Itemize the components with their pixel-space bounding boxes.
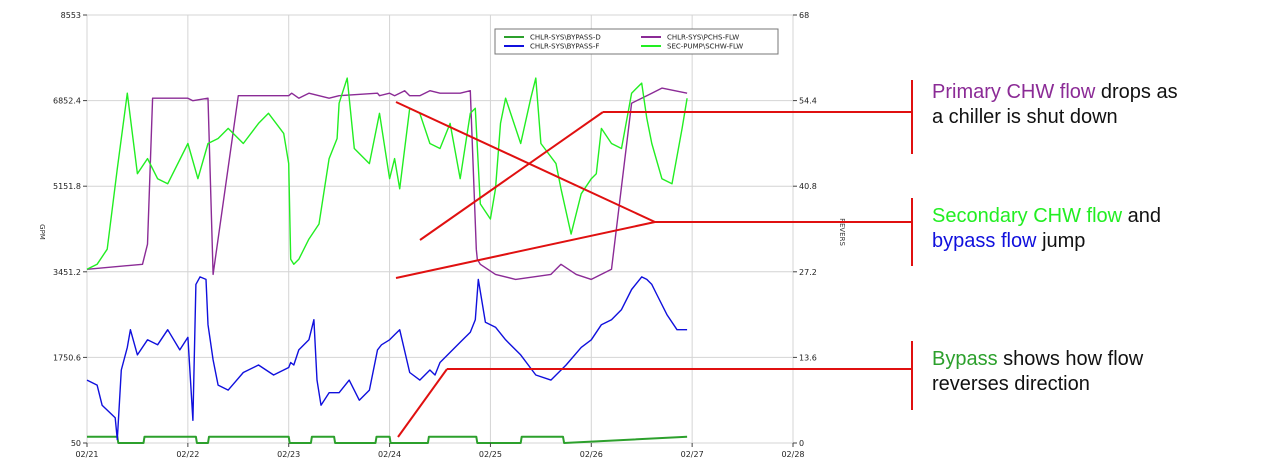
annotation-text: and xyxy=(1122,205,1162,227)
annotation-bypass-reverse: Bypass shows how flow reverses direction xyxy=(932,347,1143,397)
series-line-4 xyxy=(86,77,688,270)
right-tick-label: 27.2 xyxy=(799,268,817,277)
annotation-text: flow xyxy=(1000,230,1037,252)
right-tick-label: 13.6 xyxy=(799,353,817,362)
x-tick-label: 02/25 xyxy=(479,450,502,459)
left-tick-label: 5151.8 xyxy=(53,182,81,191)
x-tick-label: 02/27 xyxy=(681,450,704,459)
x-tick-label: 02/22 xyxy=(176,450,199,459)
series-line-1 xyxy=(87,435,688,444)
left-tick-label: 1750.6 xyxy=(53,353,81,362)
legend-box xyxy=(494,28,779,55)
left-tick-label: 8553 xyxy=(61,11,81,20)
annotation-text: CHW flow xyxy=(1033,205,1123,227)
series-line-2 xyxy=(86,276,688,441)
annotation-text: Bypass xyxy=(932,348,998,370)
legend-label: CHLR-SYS\BYPASS-D xyxy=(530,34,601,42)
x-tick-label: 02/23 xyxy=(277,450,300,459)
right-axis-label: REVERS xyxy=(838,218,846,246)
series-lines xyxy=(86,77,688,444)
left-tick-label: 3451.2 xyxy=(53,268,81,277)
annotation-text: drops as xyxy=(1095,81,1178,103)
annotation-text: bypass xyxy=(932,230,996,252)
legend-label: SEC-PUMP\SCHW-FLW xyxy=(667,43,743,51)
legend-label: CHLR-SYS\BYPASS-F xyxy=(530,43,599,51)
leader-line xyxy=(395,101,656,223)
leader-line xyxy=(395,221,656,279)
left-axis-label: GPM xyxy=(38,224,46,240)
annotation-text: CHW flow xyxy=(1006,81,1096,103)
left-tick-label: 6852.4 xyxy=(53,97,81,106)
annotation-primary-flow: Primary CHW flow drops as a chiller is sh… xyxy=(932,80,1178,130)
annotation-text: a chiller is shut down xyxy=(932,106,1118,128)
series-line-3 xyxy=(86,87,688,281)
x-tick-label: 02/28 xyxy=(781,450,804,459)
left-tick-label: 50 xyxy=(71,439,81,448)
x-tick-label: 02/26 xyxy=(580,450,603,459)
annotation-text: shows how flow xyxy=(997,348,1144,370)
annotation-secondary-bypass: Secondary CHW flow and bypass flow jump xyxy=(932,204,1161,254)
right-tick-label: 0 xyxy=(799,439,804,448)
x-tick-label: 02/24 xyxy=(378,450,401,459)
leader-line xyxy=(397,368,448,438)
annotation-leaders xyxy=(395,80,913,438)
right-tick-label: 40.8 xyxy=(799,182,817,191)
x-tick-label: 02/21 xyxy=(75,450,98,459)
annotation-text: jump xyxy=(1036,230,1086,252)
legend-label: CHLR-SYS\PCHS-FLW xyxy=(667,34,739,42)
plot-area xyxy=(86,14,794,444)
annotation-text: Primary xyxy=(932,81,1001,103)
right-tick-label: 68 xyxy=(799,11,809,20)
annotation-text: Secondary xyxy=(932,205,1028,227)
leader-line xyxy=(419,111,604,241)
annotation-text: reverses direction xyxy=(932,373,1090,395)
right-tick-label: 54.4 xyxy=(799,97,817,106)
axis-ticks: 50 0 1750.6 13.6 3451.2 27.2 5151.8 40.8 6852.4 5… xyxy=(53,11,817,459)
